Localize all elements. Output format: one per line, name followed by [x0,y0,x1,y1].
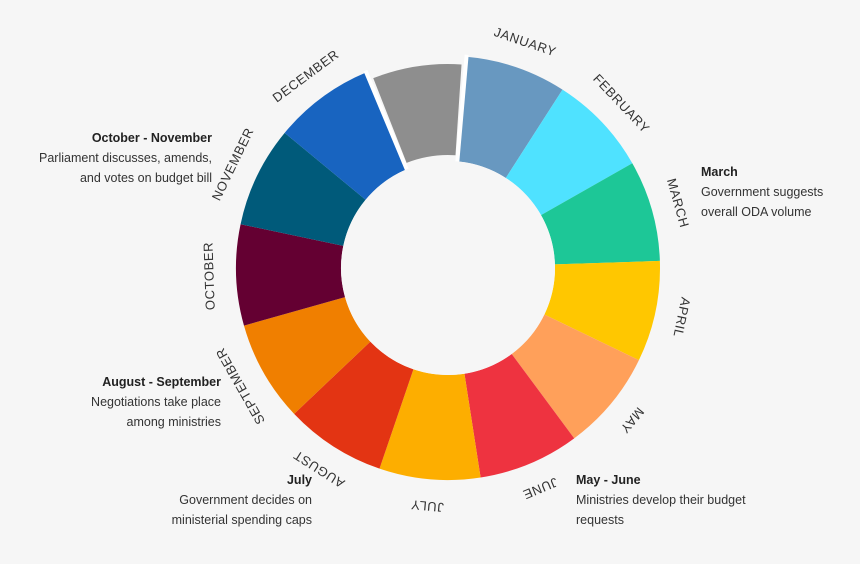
note-line: Government decides on [179,493,312,507]
month-label-january: JANUARY [492,24,558,59]
note-line: overall ODA volume [701,205,812,219]
segment-divider [363,69,410,172]
segment-october [236,224,346,326]
month-label-october: OCTOBER [200,242,217,311]
segment-april [544,260,660,361]
note-title: July [286,473,312,487]
wheel-center-hole [341,161,555,375]
segment-divider [455,54,469,164]
note-line: Parliament discusses, amends, [39,151,212,165]
note-line: and votes on budget bill [79,171,212,185]
note-may-june: May - June Ministries develop their budg… [576,470,746,530]
month-label-july: JULY [410,497,444,515]
note-title: May - June [576,473,641,487]
segment-december [284,72,407,200]
note-line: ministerial spending caps [171,513,312,527]
month-label-march: MARCH [664,177,692,230]
segment-january [457,56,563,178]
segment-gap [373,64,462,163]
note-line: Government suggests [701,185,824,199]
segment-august [294,341,414,469]
note-line: Ministries develop their budget [576,493,746,507]
segment-june [464,353,575,478]
segment-may [511,314,639,439]
note-title: March [701,165,738,179]
month-label-june: JUNE [521,475,560,503]
note-line: Negotiations take place [91,395,221,409]
month-label-november: NOVEMBER [209,125,257,203]
segment-november [240,132,366,246]
segment-march [541,163,660,265]
segment-july [379,369,481,480]
note-july: July Government decides on ministerial s… [172,470,312,530]
note-title: August - September [102,375,221,389]
note-line: requests [576,513,624,527]
note-title: October - November [91,131,212,145]
note-october-november: October - November Parliament discusses,… [39,128,212,188]
segment-february [505,89,633,216]
month-label-may: MAY [617,404,647,436]
segment-september [243,297,371,414]
month-label-april: APRIL [670,296,693,339]
note-august-september: August - September Negotiations take pla… [91,372,221,432]
note-march: March Government suggests overall ODA vo… [701,162,823,222]
note-line: among ministries [126,415,221,429]
